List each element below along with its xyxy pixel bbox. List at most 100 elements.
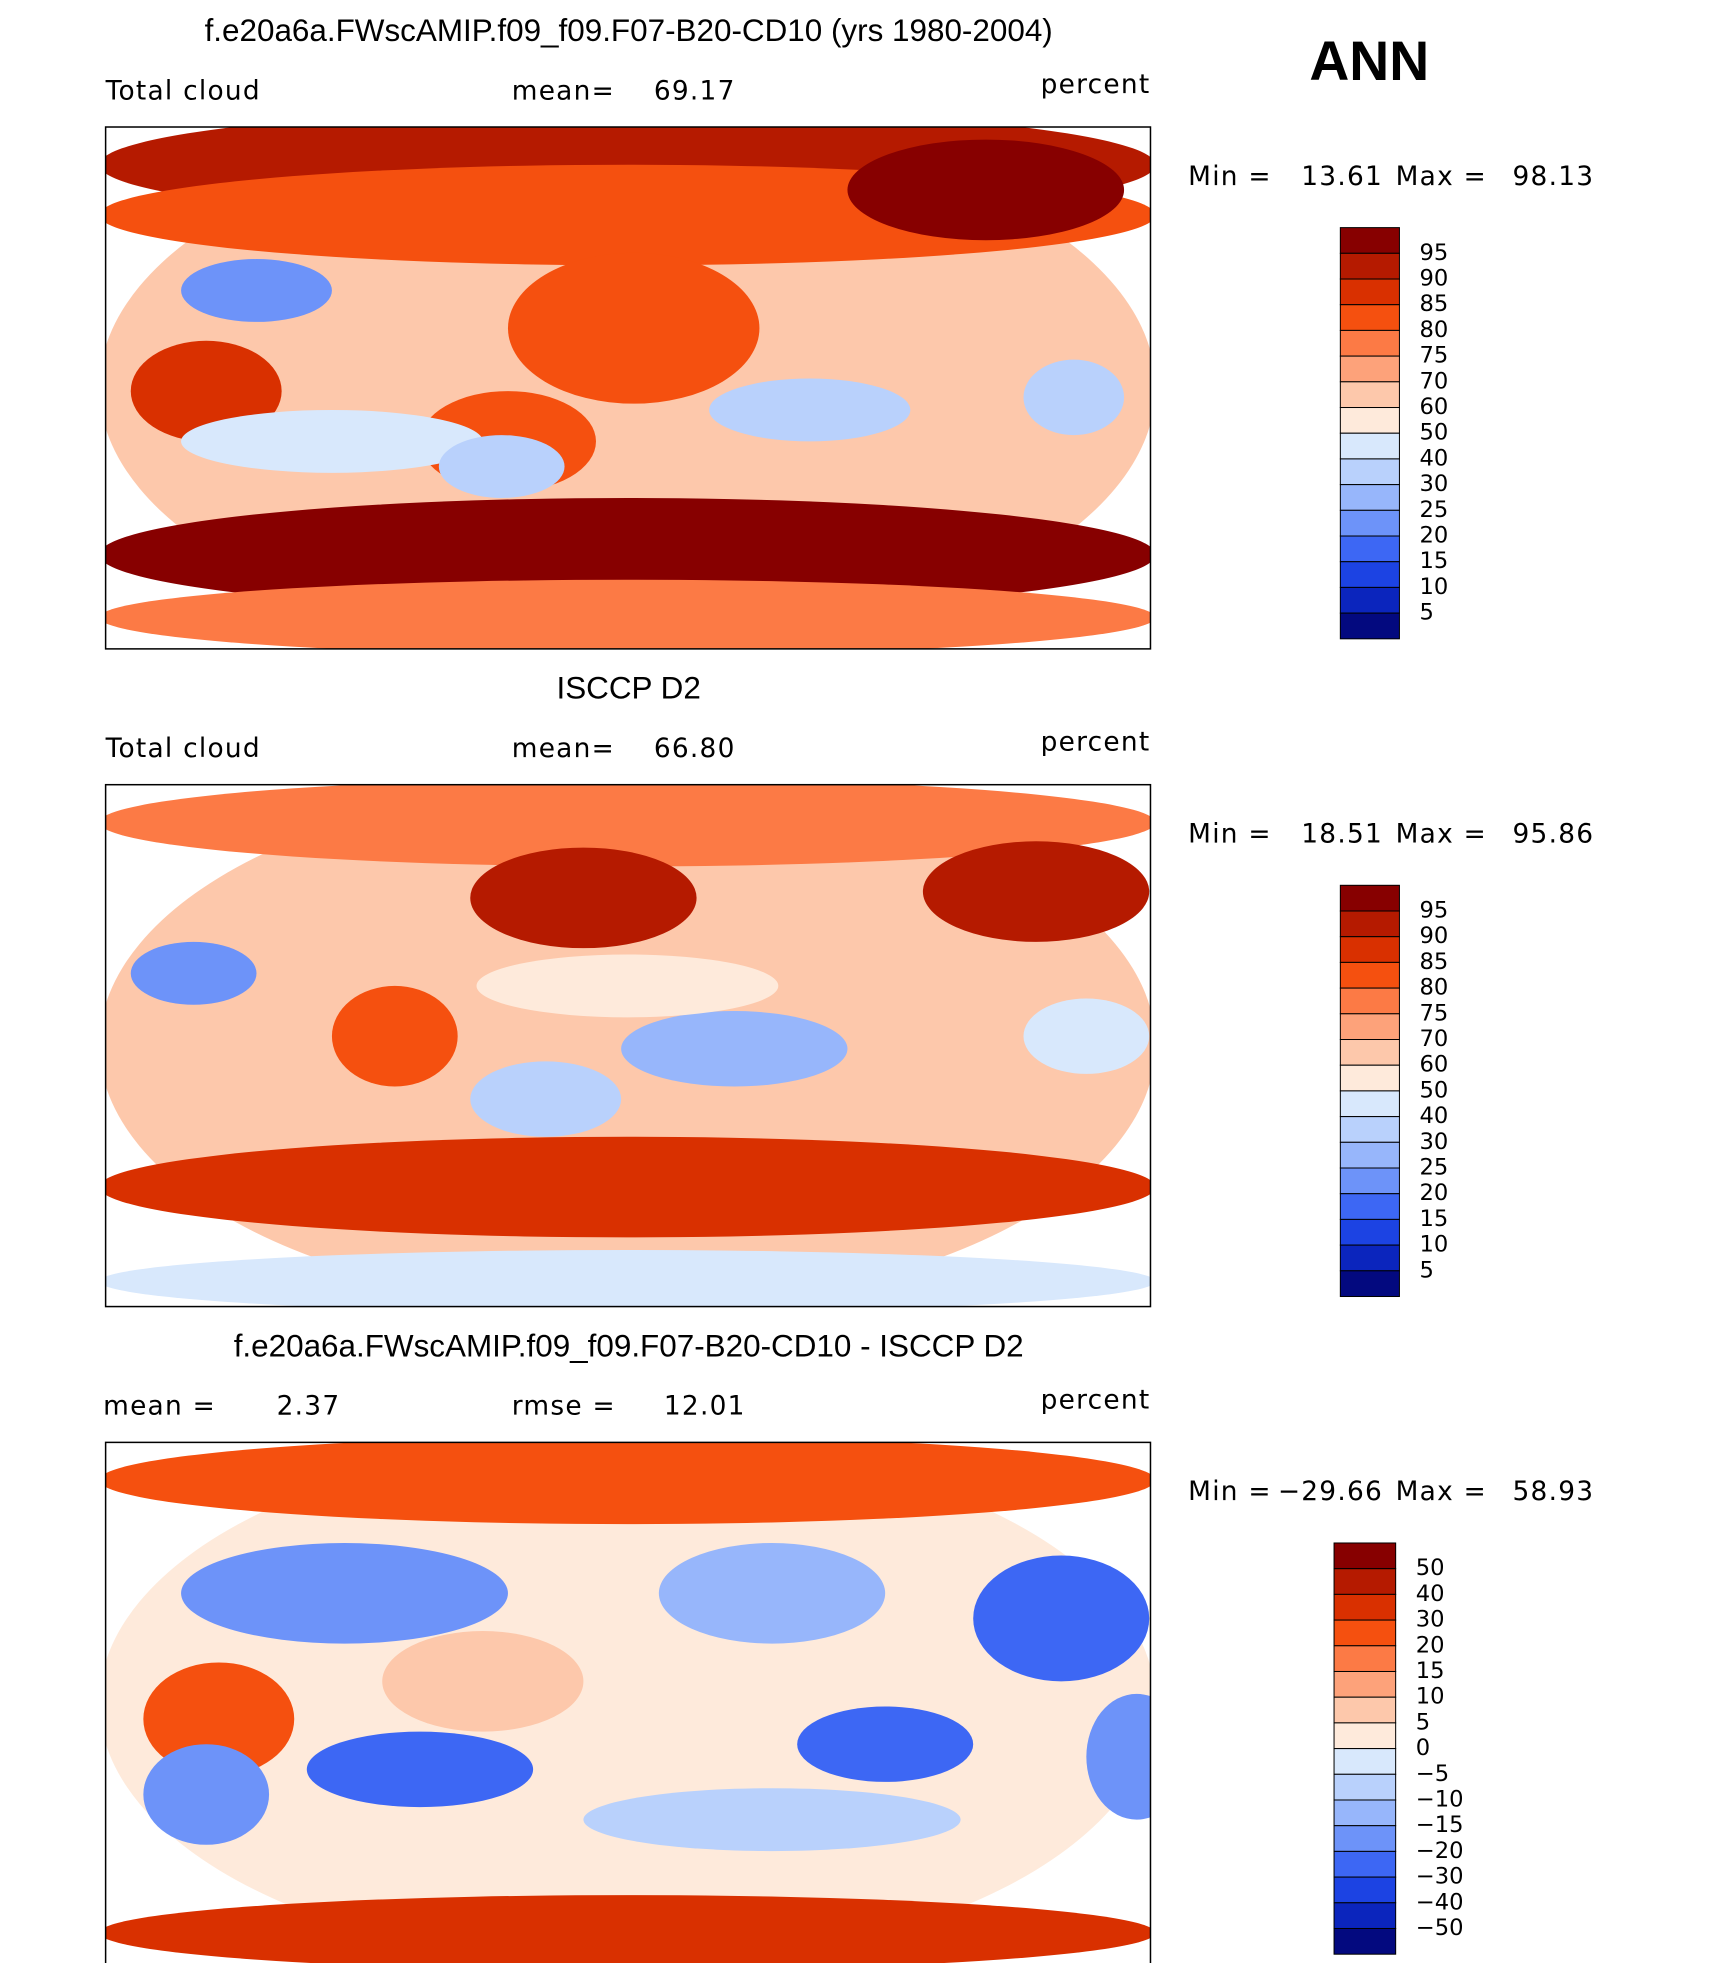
colorbar-box	[1333, 1799, 1397, 1827]
colorbar-box	[1339, 987, 1400, 1015]
colorbar-label: 5	[1420, 600, 1434, 626]
field-region	[105, 1136, 1151, 1238]
colorbar-box	[1333, 1568, 1397, 1595]
stat-value: 2.37	[277, 1391, 341, 1422]
colorbar-box	[1339, 381, 1400, 409]
colorbar-box	[1333, 1542, 1397, 1570]
stat-label: mean=	[512, 733, 615, 764]
colorbar-label: 95	[1420, 240, 1449, 266]
colorbar-label: 5	[1420, 1257, 1434, 1283]
colorbar-label: 15	[1420, 548, 1449, 574]
colorbar-label: 50	[1416, 1555, 1445, 1581]
colorbar-label: 85	[1420, 949, 1449, 975]
variable-label: Total cloud	[105, 733, 261, 764]
colorbar-label: 60	[1420, 1052, 1449, 1078]
colorbar-label: 60	[1420, 394, 1449, 420]
colorbar-box	[1339, 1167, 1400, 1195]
colorbar-box	[1339, 1218, 1400, 1246]
field-region	[847, 139, 1125, 241]
min-value: 18.51	[1301, 818, 1383, 849]
field-region	[507, 252, 760, 404]
map-field	[105, 127, 1151, 649]
colorbar-box	[1339, 1141, 1400, 1169]
field-region	[1086, 1693, 1151, 1820]
colorbar-box	[1333, 1927, 1397, 1955]
max-value: 58.93	[1512, 1476, 1594, 1507]
field-region	[181, 259, 332, 322]
colorbar-box	[1333, 1850, 1397, 1878]
colorbar-label: 90	[1420, 923, 1449, 949]
colorbar-label: 10	[1420, 1232, 1449, 1258]
map	[104, 783, 1152, 1308]
colorbar-label: 80	[1420, 317, 1449, 343]
colorbar-label: 70	[1420, 1026, 1449, 1052]
field-region	[105, 1249, 1151, 1307]
min-label: Min =	[1188, 818, 1272, 849]
colorbar-box	[1333, 1696, 1397, 1724]
colorbar-box	[1333, 1645, 1397, 1672]
colorbar-label: 30	[1420, 1129, 1449, 1155]
colorbar-box	[1339, 586, 1400, 614]
colorbar-label: 15	[1420, 1206, 1449, 1232]
min-label: Min =	[1188, 161, 1272, 192]
stat-value: 12.01	[664, 1391, 746, 1422]
colorbar-label: 20	[1420, 1180, 1449, 1206]
colorbar-box	[1339, 1193, 1400, 1220]
field-region	[105, 579, 1151, 649]
colorbar-box	[1333, 1748, 1397, 1775]
colorbar-box	[1339, 407, 1400, 434]
season-label: ANN	[1309, 30, 1429, 92]
colorbar-box	[1333, 1670, 1397, 1698]
colorbar-box	[1333, 1722, 1397, 1750]
map-frame	[104, 783, 1152, 1308]
colorbar-box	[1339, 1244, 1400, 1272]
colorbar-box	[1333, 1902, 1397, 1929]
colorbar-box	[1339, 1064, 1400, 1092]
field-region	[181, 409, 483, 473]
colorbar-label: 30	[1416, 1607, 1445, 1633]
colorbar-box	[1339, 432, 1400, 460]
colorbar-label: 40	[1416, 1581, 1445, 1607]
colorbar-box	[1339, 355, 1400, 383]
colorbar-label: 70	[1420, 368, 1449, 394]
field-region	[470, 847, 697, 949]
colorbar-label: 40	[1420, 1103, 1449, 1129]
max-label: Max =	[1396, 818, 1487, 849]
field-region	[922, 841, 1150, 942]
field-region	[797, 1706, 974, 1782]
colorbar-label: −40	[1416, 1889, 1464, 1915]
units-label: percent	[1041, 727, 1151, 758]
max-label: Max =	[1396, 161, 1487, 192]
colorbar-label: −20	[1416, 1838, 1464, 1864]
panel-title: f.e20a6a.FWscAMIP.f09_f09.F07-B20-CD10 -…	[234, 1328, 1024, 1363]
field-region	[306, 1731, 534, 1808]
field-region	[105, 497, 1151, 612]
colorbar-label: −10	[1416, 1786, 1464, 1812]
map-field	[105, 1442, 1151, 1965]
colorbar-label: 15	[1416, 1658, 1445, 1684]
colorbar-box	[1339, 561, 1400, 588]
field-region	[105, 1442, 1151, 1525]
field-region	[1023, 998, 1150, 1074]
field-region	[1023, 359, 1125, 436]
colorbar-label: −15	[1416, 1812, 1464, 1838]
colorbar-label: −5	[1416, 1761, 1449, 1787]
colorbar-box	[1339, 252, 1400, 280]
map	[104, 1441, 1152, 1966]
colorbar-label: −30	[1416, 1864, 1464, 1890]
stat-value: 69.17	[654, 75, 736, 106]
colorbar-box	[1339, 535, 1400, 563]
colorbar-label: 50	[1420, 420, 1449, 446]
stat-label: mean=	[512, 75, 615, 106]
field-region	[973, 1555, 1150, 1682]
min-label: Min =	[1188, 1476, 1272, 1507]
colorbar-label: 95	[1420, 897, 1449, 923]
colorbar-label: 5	[1416, 1709, 1430, 1735]
colorbar-label: 20	[1420, 523, 1449, 549]
colorbar-box	[1339, 278, 1400, 306]
colorbar-label: 40	[1420, 445, 1449, 471]
panel-title: f.e20a6a.FWscAMIP.f09_f09.F07-B20-CD10 (…	[205, 13, 1053, 48]
colorbar-label: −50	[1416, 1915, 1464, 1941]
colorbar-box	[1339, 936, 1400, 963]
